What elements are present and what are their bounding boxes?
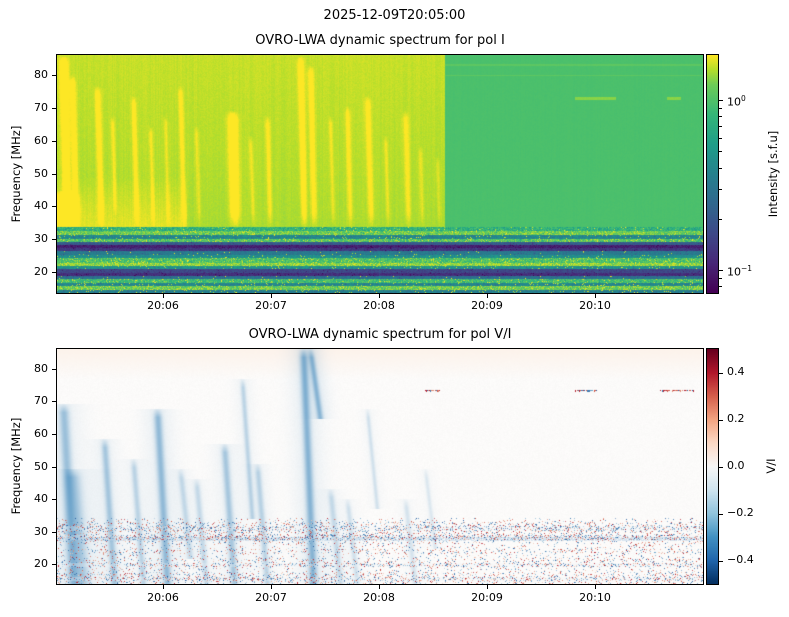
panel1-spectrogram-canvas bbox=[57, 55, 703, 293]
x-tick-mark bbox=[379, 585, 380, 589]
y-tick-label: 70 bbox=[34, 394, 48, 407]
colorbar-tick-label: −0.2 bbox=[727, 506, 754, 519]
x-tick-mark bbox=[487, 294, 488, 298]
colorbar-tick-mark bbox=[719, 270, 723, 271]
x-tick-label: 20:07 bbox=[255, 299, 287, 312]
colorbar-minor-tick-mark bbox=[719, 116, 722, 117]
x-tick-label: 20:09 bbox=[471, 299, 503, 312]
y-tick-label: 20 bbox=[34, 265, 48, 278]
y-tick-mark bbox=[52, 564, 56, 565]
y-tick-label: 40 bbox=[34, 199, 48, 212]
colorbar-minor-tick-mark bbox=[719, 151, 722, 152]
y-tick-mark bbox=[52, 401, 56, 402]
figure-suptitle: 2025-12-09T20:05:00 bbox=[323, 8, 466, 23]
y-tick-mark bbox=[52, 434, 56, 435]
y-tick-label: 30 bbox=[34, 232, 48, 245]
y-tick-mark bbox=[52, 499, 56, 500]
colorbar-tick-mark bbox=[719, 467, 723, 468]
colorbar-tick-mark bbox=[719, 561, 723, 562]
colorbar-minor-tick-mark bbox=[719, 286, 722, 287]
y-tick-label: 80 bbox=[34, 68, 48, 81]
y-tick-mark bbox=[52, 174, 56, 175]
panel2-colorbar-frame bbox=[706, 348, 719, 585]
y-tick-label: 70 bbox=[34, 101, 48, 114]
colorbar-tick-mark bbox=[719, 373, 723, 374]
colorbar-tick-mark bbox=[719, 420, 723, 421]
x-tick-label: 20:10 bbox=[579, 591, 611, 604]
y-tick-mark bbox=[52, 108, 56, 109]
x-tick-mark bbox=[163, 294, 164, 298]
x-tick-label: 20:10 bbox=[579, 299, 611, 312]
panel2-spectrogram-canvas bbox=[57, 349, 703, 584]
y-tick-label: 50 bbox=[34, 460, 48, 473]
panel1-plot-frame bbox=[56, 54, 704, 294]
panel2-plot-frame bbox=[56, 348, 704, 585]
x-tick-label: 20:06 bbox=[147, 299, 179, 312]
x-tick-mark bbox=[271, 294, 272, 298]
x-tick-mark bbox=[271, 585, 272, 589]
y-tick-mark bbox=[52, 206, 56, 207]
x-tick-label: 20:06 bbox=[147, 591, 179, 604]
y-tick-label: 20 bbox=[34, 557, 48, 570]
x-tick-label: 20:08 bbox=[363, 591, 395, 604]
y-tick-mark bbox=[52, 239, 56, 240]
panel2-y-axis-label: Frequency [MHz] bbox=[9, 417, 23, 515]
y-tick-label: 30 bbox=[34, 525, 48, 538]
colorbar-minor-tick-mark bbox=[719, 219, 722, 220]
y-tick-mark bbox=[52, 75, 56, 76]
x-tick-mark bbox=[379, 294, 380, 298]
panel1-colorbar-label: Intensity [s.f.u] bbox=[766, 130, 780, 218]
colorbar-minor-tick-mark bbox=[719, 168, 722, 169]
x-tick-mark bbox=[595, 294, 596, 298]
colorbar-tick-label: 0.0 bbox=[727, 459, 745, 472]
panel1-colorbar-frame bbox=[706, 54, 719, 294]
y-tick-mark bbox=[52, 141, 56, 142]
panel2-title: OVRO-LWA dynamic spectrum for pol V/I bbox=[248, 327, 512, 342]
x-tick-mark bbox=[163, 585, 164, 589]
panel1-y-axis-label: Frequency [MHz] bbox=[9, 125, 23, 223]
colorbar-tick-mark bbox=[719, 100, 723, 101]
y-tick-label: 60 bbox=[34, 134, 48, 147]
colorbar-tick-label: 10−1 bbox=[727, 264, 753, 279]
y-tick-mark bbox=[52, 272, 56, 273]
colorbar-minor-tick-mark bbox=[719, 138, 722, 139]
y-tick-label: 80 bbox=[34, 362, 48, 375]
y-tick-label: 40 bbox=[34, 492, 48, 505]
panel1-title: OVRO-LWA dynamic spectrum for pol I bbox=[255, 33, 505, 48]
colorbar-minor-tick-mark bbox=[719, 108, 722, 109]
colorbar-tick-label: 100 bbox=[727, 94, 746, 109]
colorbar-tick-label: −0.4 bbox=[727, 553, 754, 566]
colorbar-minor-tick-mark bbox=[719, 278, 722, 279]
x-tick-mark bbox=[487, 585, 488, 589]
colorbar-minor-tick-mark bbox=[719, 126, 722, 127]
y-tick-mark bbox=[52, 369, 56, 370]
y-tick-mark bbox=[52, 467, 56, 468]
panel2-colorbar-canvas bbox=[707, 349, 718, 584]
x-tick-label: 20:08 bbox=[363, 299, 395, 312]
y-tick-label: 50 bbox=[34, 167, 48, 180]
x-tick-mark bbox=[595, 585, 596, 589]
y-tick-label: 60 bbox=[34, 427, 48, 440]
colorbar-tick-label: 0.2 bbox=[727, 412, 745, 425]
colorbar-minor-tick-mark bbox=[719, 189, 722, 190]
panel1-colorbar-canvas bbox=[707, 55, 718, 293]
colorbar-tick-label: 0.4 bbox=[727, 365, 745, 378]
x-tick-label: 20:09 bbox=[471, 591, 503, 604]
colorbar-tick-mark bbox=[719, 514, 723, 515]
y-tick-mark bbox=[52, 532, 56, 533]
x-tick-label: 20:07 bbox=[255, 591, 287, 604]
